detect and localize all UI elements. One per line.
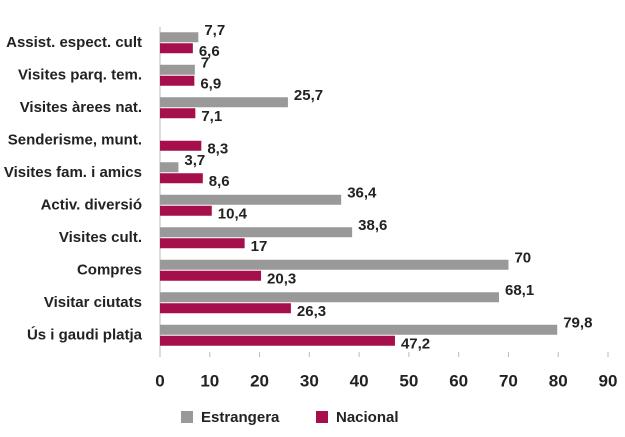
x-tick-label: 90: [599, 371, 618, 390]
x-tick-label: 80: [549, 371, 568, 390]
bar: [160, 238, 245, 249]
x-tick-label: 20: [250, 371, 269, 390]
bar: [160, 43, 193, 54]
data-label: 10,4: [218, 206, 248, 223]
y-tick-label: Visites àrees nat.: [20, 99, 142, 116]
legend-swatch: [181, 411, 193, 423]
data-label: 47,2: [401, 336, 430, 353]
y-tick-label: Visitar ciutats: [44, 294, 142, 311]
data-label: 6,6: [199, 43, 220, 60]
y-tick-label: Activ. diversió: [41, 197, 142, 214]
legend-swatch: [316, 411, 328, 423]
y-tick-label: Assist. espect. cult: [6, 34, 142, 51]
bar: [160, 335, 395, 346]
bar: [160, 32, 199, 43]
data-label: 79,8: [563, 315, 592, 332]
bar: [160, 97, 288, 108]
data-label: 8,3: [207, 141, 228, 158]
data-label: 7,1: [201, 108, 222, 125]
x-tick-label: 40: [350, 371, 369, 390]
bar: [160, 303, 291, 314]
y-tick-label: Visites fam. i amics: [4, 164, 142, 181]
bar: [160, 75, 195, 86]
bar: [160, 227, 353, 238]
x-tick-label: 10: [200, 371, 219, 390]
data-label: 20,3: [267, 271, 296, 288]
data-label: 7,7: [204, 22, 225, 39]
bar: [160, 140, 202, 151]
x-tick-label: 70: [499, 371, 518, 390]
data-label: 8,6: [209, 173, 230, 190]
bar: [160, 162, 179, 173]
data-label: 26,3: [297, 303, 326, 320]
bar: [160, 270, 262, 281]
data-label: 36,4: [347, 185, 377, 202]
bar: [160, 194, 342, 205]
bar: [160, 173, 203, 184]
data-label: 70: [514, 250, 531, 267]
y-tick-label: Compres: [77, 262, 142, 279]
data-label: 17: [251, 238, 268, 255]
y-tick-label: Ús i gaudi platja: [27, 326, 143, 344]
legend-label: Nacional: [336, 409, 399, 426]
y-tick-label: Visites cult.: [59, 229, 142, 246]
x-tick-label: 50: [399, 371, 418, 390]
data-label: 3,7: [184, 152, 205, 169]
bar: [160, 324, 558, 335]
bar: [160, 108, 196, 119]
bar: [160, 259, 509, 270]
bar: [160, 292, 499, 303]
data-label: 25,7: [294, 87, 323, 104]
x-tick-label: 30: [300, 371, 319, 390]
bar: [160, 205, 212, 216]
data-label: 38,6: [358, 217, 387, 234]
data-label: 7: [201, 55, 209, 72]
y-tick-label: Senderisme, munt.: [8, 132, 142, 149]
data-label: 68,1: [505, 282, 534, 299]
bar: [160, 64, 195, 75]
legend-label: Estrangera: [201, 409, 280, 426]
x-tick-label: 0: [155, 371, 164, 390]
y-tick-label: Visites parq. tem.: [18, 67, 142, 84]
data-label: 6,9: [200, 76, 221, 93]
x-tick-label: 60: [449, 371, 468, 390]
